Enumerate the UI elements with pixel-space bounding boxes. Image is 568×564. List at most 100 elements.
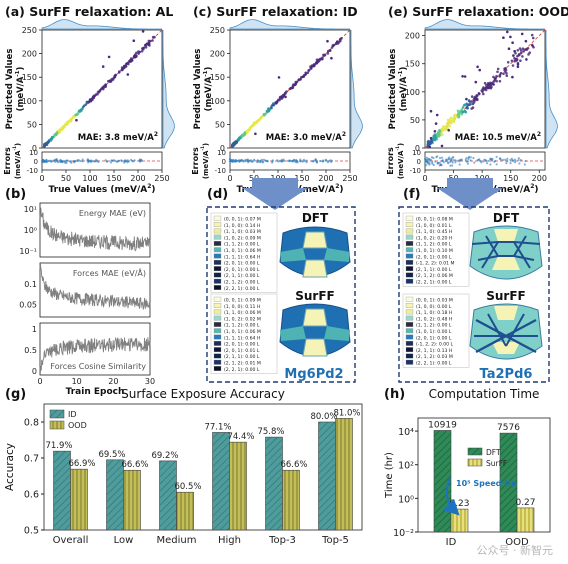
error-point [52,159,55,162]
training-subplot [39,262,151,318]
bar-id [318,421,336,531]
legend-d-dft: (0, 0, 1): 0.07 M(1, 0, 0): 0.14 H (1, 1,… [210,212,278,293]
y-axis-unit-text: (meV/A [204,76,214,111]
scatter-point [326,52,330,55]
x-axis-label-sup: 2 [147,183,151,190]
bar-ood [70,468,88,531]
y-axis-unit: (meV/A-1) [203,66,214,111]
scatter-point [94,93,98,96]
legend-label: (2, 0, 1): 0.00 L [416,335,452,341]
panel-f-letter: (f) [403,187,421,202]
error-point [494,159,497,163]
error-point [458,163,461,166]
y-axis-label: Predicted Values [193,49,203,130]
scatter-point [427,141,431,144]
error-point [454,159,457,162]
scatter-outlier [509,35,512,39]
scatter-point [114,74,117,77]
scatter-point [480,89,484,92]
error-point [41,159,44,162]
error-point [495,155,498,158]
scatter-point [306,71,310,74]
scatter-point [78,109,81,113]
speedup-annotation: 10⁵ Speed Up [456,479,517,488]
legend-label: (1, 0, 2): 0.02 M [224,316,261,322]
legend-label: (2, 1, 2): 0.01 M [224,361,261,367]
y-tick-label: 200 [405,32,420,41]
legend-swatch [213,241,222,246]
error-point [260,158,263,161]
scatter-point [314,61,318,64]
scatter-point [506,61,510,64]
legend-label: (2, 2, 1): 0.00 L [416,361,452,367]
scatter-point [519,59,522,62]
legend-box [210,212,278,293]
scatter-point [426,143,430,146]
legend-label: (1, 1, 2): 0.00 L [224,242,260,248]
scatter-point [101,87,105,91]
error-point [519,158,523,162]
error-point [523,163,526,166]
subplot-title: Energy MAE (eV) [79,209,146,218]
error-axis-unit-sup: -1 [12,146,17,151]
marginal-kde-right [162,30,175,149]
legend-label: OOD [68,421,87,430]
scatter-point [445,126,449,129]
error-point [446,161,450,164]
bar-value-label: 80.0% [310,412,337,422]
legend-swatch [405,353,414,359]
scatter-point [73,115,76,119]
training-curve [39,336,151,373]
scatter-point [270,104,274,108]
scatter-point [503,70,507,73]
scatter-point [272,102,275,105]
error-point [327,159,331,163]
scatter-point [456,109,460,113]
y-axis-unit-close: ) [16,66,26,70]
legend-label: (1, 0, 0): 0.14 H [224,223,260,229]
error-point [440,156,444,159]
legend-swatch [213,278,222,284]
scatter-point [104,83,107,86]
error-point [425,156,428,159]
scatter-point [462,104,466,107]
legend-label: (1, 1, 0): 0.18 H [416,310,452,316]
scatter-point [262,112,266,116]
scatter-point [89,99,92,103]
error-tick-label: 0 [222,158,226,166]
bar-dft [499,432,518,533]
error-point [427,157,430,160]
y-tick-label: 150 [405,60,420,69]
bar-surff [450,508,469,533]
x-tick-label: 20 [108,377,118,386]
scatter-outlier [465,97,468,101]
error-point [278,159,281,162]
bar-ood [176,491,194,531]
legend-swatch [213,353,222,359]
bar-ood [123,469,141,531]
x-axis-label: Train Epoch [66,387,125,397]
error-point [56,161,60,164]
scatter-point [307,69,310,72]
scatter-point [483,81,487,85]
error-point [305,159,308,162]
bar-ood [282,469,300,531]
error-point [509,158,512,161]
error-tick-label: 10 [29,149,38,157]
scatter-outlier [440,144,444,148]
error-axis-label: Errors [386,147,395,175]
scatter-point [468,100,472,103]
marginal-kde-top [229,19,350,30]
legend-swatch [405,347,414,353]
legend-label: (2, 0, 1): 0.01 L [224,348,260,354]
y-axis-unit: (meV/A-1) [15,66,26,111]
scatter-point [460,108,464,111]
error-point [72,160,75,163]
legend-label: (0, 0, 1): 0.07 M [224,217,261,223]
scatter-outlier [524,39,528,43]
legend-label: (1, 0, 1): 0.06 M [224,329,261,335]
x-axis-label-sup: 2 [530,183,534,190]
bar-value-label: 0.27 [515,498,535,508]
legend-swatch [213,222,222,227]
